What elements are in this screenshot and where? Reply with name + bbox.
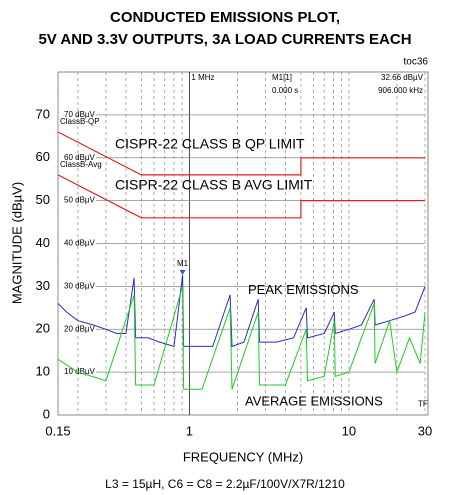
inner-tick-label: 20 dBµV (64, 324, 96, 333)
series-line (57, 131, 425, 176)
y-tick-label: 10 (36, 364, 50, 379)
series-label: ClassB-Avg (60, 160, 102, 169)
marker-readout: M1[1] (272, 73, 292, 82)
annotation: CISPR-22 CLASS B QP LIMIT (115, 136, 305, 152)
y-tick-label: 60 (36, 149, 50, 164)
series-line (57, 174, 425, 219)
inner-tick-label: 10 dBµV (64, 367, 96, 376)
x-axis-label: FREQUENCY (MHz) (183, 449, 303, 464)
footnote: L3 = 15µH, C6 = C8 = 2.2µF/100V/X7R/1210 (105, 477, 345, 491)
series-label: ClassB-QP (60, 117, 100, 126)
marker-readout: 32.66 dBµV (381, 73, 424, 82)
y-tick-label: 70 (36, 106, 50, 121)
chart-title: 5V AND 3.3V OUTPUTS, 3A LOAD CURRENTS EA… (38, 31, 411, 48)
marker (179, 269, 186, 275)
inner-tick-label: 30 dBµV (64, 281, 96, 290)
annotation: CISPR-22 CLASS B AVG LIMIT (115, 176, 313, 192)
figure-id: toc36 (404, 57, 429, 68)
y-tick-label: 50 (36, 192, 50, 207)
marker-readout: 906.000 kHz (378, 86, 423, 95)
x-tick-label: 0.15 (45, 423, 70, 438)
series-line (57, 286, 426, 390)
annotation: TF (418, 399, 428, 408)
y-axis-label: MAGNITUDE (dBµV) (9, 182, 24, 304)
x-tick-label: 10 (342, 423, 356, 438)
inner-tick-label: 60 dBµV (64, 153, 96, 162)
series-label: AVERAGE EMISSIONS (245, 394, 383, 409)
chart-title: CONDUCTED EMISSIONS PLOT, (110, 9, 340, 26)
marker-label: M1 (177, 259, 189, 268)
y-tick-label: 30 (36, 278, 50, 293)
series-line (57, 274, 426, 348)
inner-tick-label: 50 dBµV (64, 196, 96, 205)
series-label: PEAK EMISSIONS (248, 282, 359, 297)
marker-readout: 0.000 s (272, 86, 298, 95)
y-tick-label: 0 (43, 406, 50, 421)
y-tick-label: 20 (36, 321, 50, 336)
x-tick-label: 30 (418, 423, 432, 438)
inner-tick-label: 40 dBµV (64, 239, 96, 248)
inner-tick-label: 70 dBµV (64, 110, 96, 119)
freq-line-label: 1 MHz (191, 73, 214, 82)
y-tick-label: 40 (36, 235, 50, 250)
x-tick-label: 1 (186, 423, 193, 438)
